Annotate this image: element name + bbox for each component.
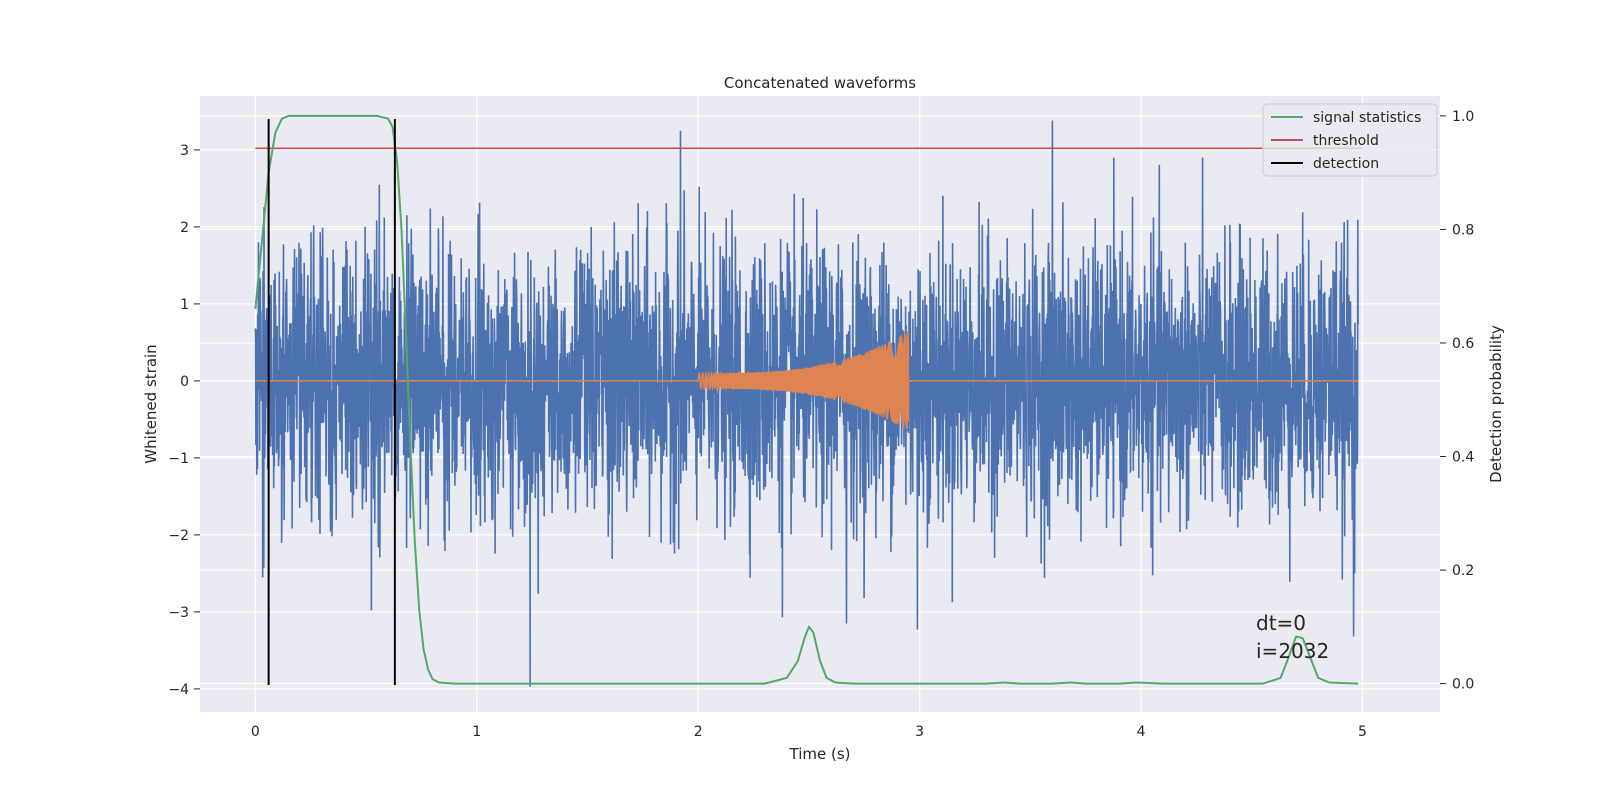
y-right-tick-label-2: 0.4: [1452, 450, 1474, 466]
strain-series-line: [254, 120, 1359, 687]
y-tick-label-3: −1: [168, 451, 189, 467]
x-tick-label-3: 3: [915, 724, 924, 740]
y-tick-label-7: 3: [180, 143, 189, 159]
y-tick-label-6: 2: [180, 220, 189, 236]
legend-label-signal-statistics: signal statistics: [1313, 110, 1421, 126]
y-axis-label: Whitened strain: [142, 344, 160, 463]
y-axis-left: −4 −3 −2 −1 0 1 2 3: [168, 143, 200, 698]
y-right-tick-label-3: 0.6: [1452, 336, 1474, 352]
legend: signal statistics threshold detection: [1262, 103, 1438, 177]
y-tick-label-4: 0: [180, 374, 189, 390]
y-right-tick-label-1: 0.2: [1452, 563, 1474, 579]
annotation-dt: dt=0: [1256, 611, 1306, 635]
x-tick-label-2: 2: [694, 724, 703, 740]
y-tick-label-5: 1: [180, 297, 189, 313]
x-tick-label-5: 5: [1358, 724, 1367, 740]
annotation-index: i=2032: [1256, 639, 1329, 663]
injection-series-line: [255, 331, 1359, 430]
chart-title: Concatenated waveforms: [724, 74, 916, 92]
y-right-tick-label-0: 0.0: [1452, 677, 1474, 693]
y-right-tick-label-4: 0.8: [1452, 222, 1474, 238]
y-axis-right-label: Detection probability: [1487, 325, 1505, 483]
signal-statistics-line: [254, 114, 1359, 685]
x-tick-label-0: 0: [251, 724, 260, 740]
data-layer: [254, 114, 1363, 687]
y-tick-label-0: −4: [168, 682, 189, 698]
y-right-tick-label-5: 1.0: [1452, 109, 1474, 125]
x-tick-label-1: 1: [472, 724, 481, 740]
y-tick-label-1: −3: [168, 605, 189, 621]
legend-label-detection: detection: [1313, 156, 1379, 172]
x-tick-label-4: 4: [1137, 724, 1146, 740]
x-axis: 0 1 2 3 4 5: [251, 724, 1367, 740]
legend-box: [1262, 103, 1438, 177]
legend-label-threshold: threshold: [1313, 133, 1379, 149]
y-axis-right: 0.0 0.2 0.4 0.6 0.8 1.0: [1440, 109, 1474, 693]
x-axis-label: Time (s): [789, 745, 851, 763]
y-tick-label-2: −2: [168, 528, 189, 544]
